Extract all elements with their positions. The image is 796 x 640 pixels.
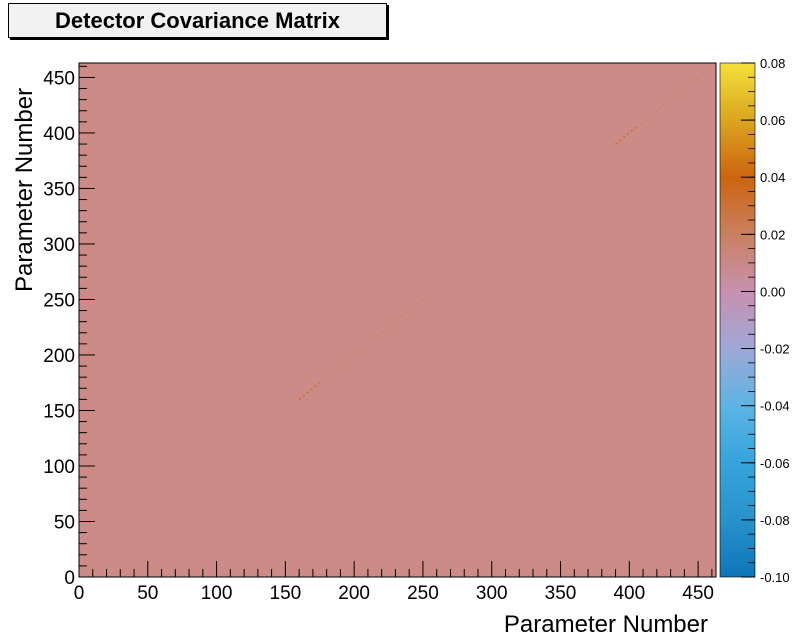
y-tick-label: 450 bbox=[43, 68, 75, 89]
colorbar-tick-label: 0.08 bbox=[760, 56, 785, 71]
colorbar-tick-label: -0.08 bbox=[760, 513, 790, 528]
colorbar-tick-label: 0.04 bbox=[760, 170, 785, 185]
colorbar-tick-label: -0.04 bbox=[760, 399, 790, 414]
y-tick-label: 350 bbox=[43, 179, 75, 200]
y-tick-label: 0 bbox=[64, 568, 75, 589]
chart-title: Detector Covariance Matrix bbox=[8, 3, 387, 38]
heatmap-background bbox=[79, 63, 716, 577]
x-tick-label: 400 bbox=[613, 583, 645, 604]
colorbar-tick-label: -0.06 bbox=[760, 456, 790, 471]
y-tick-label: 300 bbox=[43, 235, 75, 256]
x-tick-label: 250 bbox=[407, 583, 439, 604]
x-tick-label: 450 bbox=[682, 583, 714, 604]
colorbar-tick-label: -0.10 bbox=[760, 570, 790, 585]
plot-frame bbox=[78, 62, 717, 578]
x-tick-label: 300 bbox=[476, 583, 508, 604]
y-tick-label: 150 bbox=[43, 401, 75, 422]
colorbar-tick-label: 0.00 bbox=[760, 284, 785, 299]
x-tick-label: 0 bbox=[74, 583, 85, 604]
x-tick-label: 350 bbox=[545, 583, 577, 604]
x-tick-label: 50 bbox=[137, 583, 158, 604]
y-axis-title: Parameter Number bbox=[11, 88, 38, 292]
colorbar-tick-label: 0.02 bbox=[760, 227, 785, 242]
y-tick-label: 200 bbox=[43, 346, 75, 367]
colorbar-tick-label: 0.06 bbox=[760, 113, 785, 128]
y-tick-label: 50 bbox=[54, 512, 75, 533]
diagonal-segment bbox=[319, 298, 424, 384]
y-tick-label: 100 bbox=[43, 457, 75, 478]
y-tick-label: 250 bbox=[43, 290, 75, 311]
x-tick-label: 200 bbox=[338, 583, 370, 604]
x-axis-title: Parameter Number bbox=[504, 611, 708, 638]
x-tick-label: 100 bbox=[201, 583, 233, 604]
y-tick-label: 400 bbox=[43, 124, 75, 145]
x-tick-label: 150 bbox=[270, 583, 302, 604]
colorbar-tick-label: -0.02 bbox=[760, 342, 790, 357]
